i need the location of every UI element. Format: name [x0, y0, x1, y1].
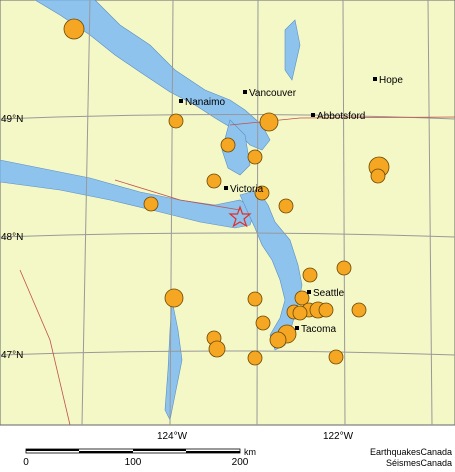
- city-label: Victoria: [230, 184, 264, 195]
- longitude-label: 122°W: [323, 431, 354, 442]
- latitude-labels: 49°N 48°N 47°N: [1, 114, 23, 361]
- earthquake: [351, 302, 367, 318]
- scale-tick-label: 100: [125, 457, 142, 467]
- earthquakes: [63, 18, 390, 366]
- longitude-label: 124°W: [157, 431, 188, 442]
- earthquake: [247, 149, 263, 165]
- epicentre-star: [228, 205, 252, 228]
- city-label: Tacoma: [301, 324, 336, 335]
- earthquake: [269, 331, 287, 349]
- scale-unit: km: [244, 447, 256, 457]
- city-label: Abbotsford: [317, 111, 365, 122]
- credit: SéismesCanada: [386, 458, 452, 467]
- latitude-label: 49°N: [1, 114, 23, 125]
- earthquake: [336, 260, 352, 276]
- earthquake: [164, 288, 184, 308]
- earthquake: [247, 350, 263, 366]
- city-label: Vancouver: [249, 88, 297, 99]
- earthquake: [208, 340, 226, 358]
- earthquake: [318, 302, 334, 318]
- city-label: Nanaimo: [185, 97, 225, 108]
- earthquake: [259, 112, 279, 132]
- earthquake: [294, 290, 310, 306]
- earthquake: [143, 196, 159, 212]
- earthquake: [168, 113, 184, 129]
- earthquake: [292, 305, 308, 321]
- scale-tick-label: 200: [232, 457, 249, 467]
- cities: Nanaimo Vancouver Abbotsford Hope Victoria Se…: [179, 75, 403, 335]
- scale-tick-label: 0: [23, 457, 29, 467]
- city-label: Hope: [379, 75, 403, 86]
- earthquake: [328, 349, 344, 365]
- earthquake: [247, 291, 263, 307]
- borders: [19, 116, 455, 426]
- earthquake: [220, 137, 236, 153]
- city-marker: [373, 77, 377, 81]
- earthquake: [278, 198, 294, 214]
- city-marker: [311, 113, 315, 117]
- city-marker: [243, 90, 247, 94]
- city-marker: [224, 186, 228, 190]
- credit: EarthquakesCanada: [370, 447, 452, 457]
- city-marker: [295, 326, 299, 330]
- earthquake: [63, 18, 85, 40]
- earthquake: [370, 168, 386, 184]
- earthquake: [255, 315, 271, 331]
- earthquake: [302, 267, 318, 283]
- scale-bar: 0 100 200 km: [23, 447, 256, 468]
- city-label: Seattle: [313, 288, 345, 299]
- latitude-label: 48°N: [1, 232, 23, 243]
- earthquake: [254, 185, 270, 201]
- city-marker: [179, 99, 183, 103]
- water: [0, 0, 303, 421]
- latitude-label: 47°N: [1, 350, 23, 361]
- earthquake: [206, 173, 222, 189]
- city-marker: [307, 290, 311, 294]
